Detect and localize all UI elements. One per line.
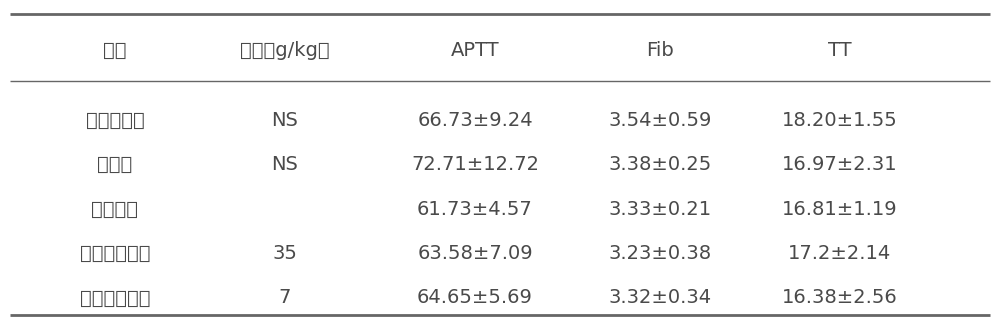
Text: 正常对照组: 正常对照组 (86, 111, 144, 130)
Text: 7: 7 (279, 288, 291, 307)
Text: 16.38±2.56: 16.38±2.56 (782, 288, 898, 307)
Text: Fib: Fib (646, 41, 674, 60)
Text: 模型组: 模型组 (97, 155, 133, 174)
Text: 药物低剂量组: 药物低剂量组 (80, 288, 150, 307)
Text: NS: NS (272, 111, 298, 130)
Text: 3.33±0.21: 3.33±0.21 (608, 200, 712, 219)
Text: 3.54±0.59: 3.54±0.59 (608, 111, 712, 130)
Text: 药物高剂量组: 药物高剂量组 (80, 244, 150, 263)
Text: 3.38±0.25: 3.38±0.25 (608, 155, 712, 174)
Text: 16.81±1.19: 16.81±1.19 (782, 200, 898, 219)
Text: TT: TT (828, 41, 852, 60)
Text: 72.71±12.72: 72.71±12.72 (411, 155, 539, 174)
Text: 3.23±0.38: 3.23±0.38 (608, 244, 712, 263)
Text: 18.20±1.55: 18.20±1.55 (782, 111, 898, 130)
Text: 66.73±9.24: 66.73±9.24 (417, 111, 533, 130)
Text: 16.97±2.31: 16.97±2.31 (782, 155, 898, 174)
Text: 64.65±5.69: 64.65±5.69 (417, 288, 533, 307)
Text: 35: 35 (273, 244, 297, 263)
Text: 63.58±7.09: 63.58±7.09 (417, 244, 533, 263)
Text: 剂量（g/kg）: 剂量（g/kg） (240, 41, 330, 60)
Text: 组别: 组别 (103, 41, 127, 60)
Text: 61.73±4.57: 61.73±4.57 (417, 200, 533, 219)
Text: NS: NS (272, 155, 298, 174)
Text: 3.32±0.34: 3.32±0.34 (608, 288, 712, 307)
Text: 17.2±2.14: 17.2±2.14 (788, 244, 892, 263)
Text: APTT: APTT (451, 41, 499, 60)
Text: 阳性药组: 阳性药组 (92, 200, 138, 219)
